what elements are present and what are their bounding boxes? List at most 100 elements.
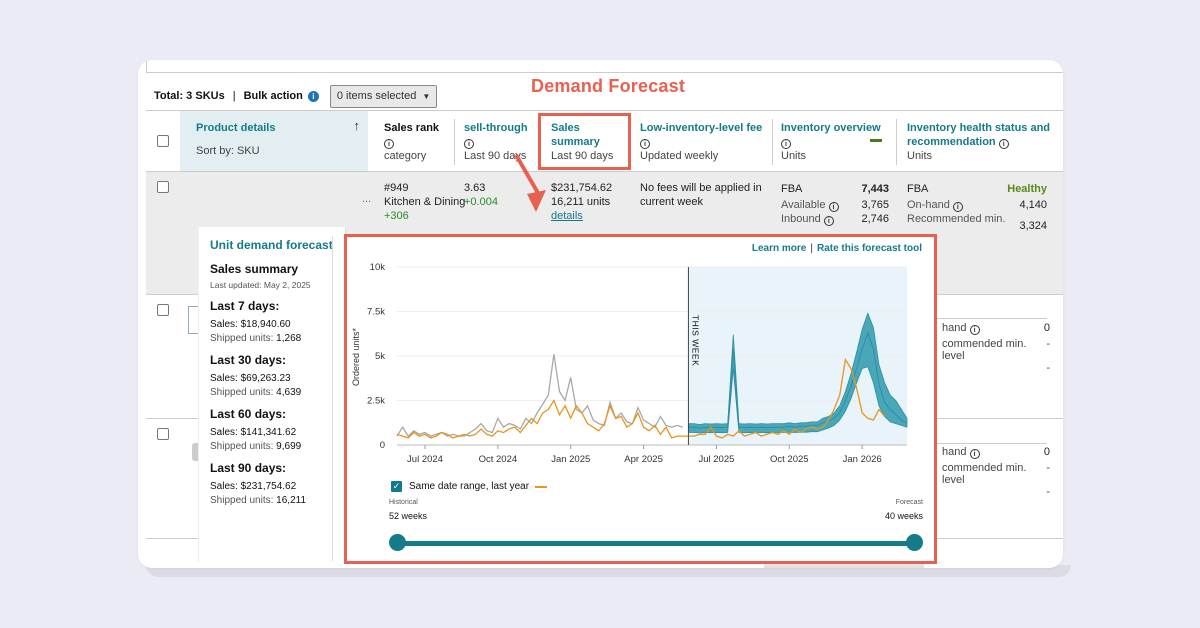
- column-product-details[interactable]: Product details Sort by: SKU ↑: [180, 111, 368, 171]
- column-low-inventory-fee[interactable]: Low-inventory-level fee i Updated weekly: [640, 111, 772, 171]
- column-sales-summary[interactable]: Sales summary Last 90 days: [551, 111, 631, 171]
- range-slider-track[interactable]: [399, 541, 915, 546]
- low-inventory-sub: Updated weekly: [640, 150, 719, 162]
- inventory-health-header-2[interactable]: recommendation: [907, 136, 996, 148]
- info-icon[interactable]: i: [823, 216, 834, 226]
- sales-rank-value: #949: [384, 182, 409, 194]
- recmin-label: commended min. level: [942, 338, 1027, 362]
- period-label: Last 90 days:: [210, 461, 287, 475]
- inventory-overview-sub: Units: [781, 150, 807, 162]
- column-sales-rank[interactable]: Sales rank i category: [384, 111, 454, 171]
- unit-demand-forecast-panel: Unit demand forecast Sales summary Last …: [198, 227, 346, 562]
- inventory-overview-header[interactable]: Inventory overview: [781, 122, 881, 134]
- column-inventory-overview[interactable]: Inventory overview i Units: [781, 111, 893, 171]
- y-tick-label: 7.5k: [367, 307, 385, 318]
- period-units: 1,268: [276, 333, 302, 344]
- row3-health-cell: hand i 0 commended min. level - -: [942, 446, 1050, 498]
- sales-rank-sub: category: [384, 150, 427, 162]
- onhand-value: 0: [1043, 322, 1050, 334]
- low-inventory-cell: No fees will be applied in current week: [640, 181, 762, 209]
- sales-rank-change: +306: [384, 210, 409, 222]
- inventory-health-header-1[interactable]: Inventory health status and: [907, 122, 1051, 134]
- forecast-label: Forecast: [895, 499, 923, 506]
- low-inventory-header[interactable]: Low-inventory-level fee: [640, 122, 763, 134]
- column-divider: [772, 119, 773, 165]
- info-icon[interactable]: i: [640, 139, 650, 149]
- range-slider-handle-start[interactable]: [389, 534, 406, 551]
- forecast-chart: 10k 7.5k 5k 2.5k 0 Ordered units* Jul 2024 Oct …: [351, 262, 908, 465]
- row-ellipsis[interactable]: ...: [362, 193, 372, 205]
- rate-forecast-link[interactable]: Rate this forecast tool: [816, 243, 922, 254]
- row-checkbox[interactable]: [157, 304, 169, 316]
- select-all-checkbox[interactable]: [157, 135, 169, 147]
- forecast-median-line: [688, 331, 908, 429]
- info-icon[interactable]: i: [952, 202, 963, 212]
- product-details-header[interactable]: Product details: [196, 122, 276, 134]
- x-tick-label: Jul 2025: [698, 454, 734, 465]
- info-icon[interactable]: i: [464, 139, 474, 149]
- period-sales: Sales: $231,754.62: [210, 481, 297, 492]
- x-tick-label: Oct 2025: [770, 454, 809, 465]
- row-checkbox[interactable]: [157, 428, 169, 440]
- chart-legend: ✓ Same date range, last year: [391, 481, 548, 492]
- available-label: Available: [781, 199, 826, 211]
- fba-label: FBA: [781, 183, 803, 195]
- period-sales: Sales: $18,940.60: [210, 319, 291, 330]
- sell-through-header[interactable]: sell-through: [464, 122, 528, 134]
- info-icon[interactable]: i: [969, 325, 980, 335]
- table-header-row: Product details Sort by: SKU ↑ Sales ran…: [146, 110, 1063, 172]
- inventory-health-sub: Units: [907, 150, 933, 162]
- link-separator: |: [810, 243, 813, 254]
- sort-arrow-icon[interactable]: ↑: [353, 118, 361, 133]
- annotation-arrow: [514, 153, 546, 212]
- x-tick-label: Jan 2025: [551, 454, 590, 465]
- annotation-title: Demand Forecast: [531, 76, 686, 96]
- sales-rank-header[interactable]: Sales rank: [384, 122, 440, 134]
- forecast-chart-panel: Learn more | Rate this forecast tool 10k 7.…: [344, 234, 937, 564]
- period-units: 4,639: [276, 387, 302, 398]
- column-sell-through[interactable]: sell-through i Last 90 days: [464, 111, 546, 171]
- product-thumbnail[interactable]: [192, 443, 198, 461]
- info-icon[interactable]: i: [828, 202, 839, 212]
- info-icon[interactable]: i: [969, 449, 980, 459]
- row-checkbox[interactable]: [157, 181, 169, 193]
- x-tick-label: Jan 2026: [843, 454, 882, 465]
- sell-through-cell: 3.63 +0.004: [464, 181, 498, 209]
- card-shadow: [146, 565, 1071, 577]
- health-fba-label: FBA: [907, 183, 929, 195]
- sales-summary-header-1[interactable]: Sales: [551, 122, 580, 134]
- range-slider-handle-end[interactable]: [906, 534, 923, 551]
- inventory-health-cell: FBA Healthy On-hand i 4,140 Recommended mi…: [907, 182, 1047, 233]
- period-90-days: Last 90 days: Sales: $231,754.62 Shipped…: [210, 461, 306, 508]
- sales-rank-category: Kitchen & Dining: [384, 196, 466, 208]
- fee-line-1: No fees will be applied in: [640, 182, 762, 194]
- inventory-overview-cell: FBA 7,443 Available i 3,765 Inbound i 2,746: [781, 182, 889, 226]
- inbound-value: 2,746: [861, 213, 889, 225]
- units-value: 16,211 units: [551, 196, 611, 208]
- sales-value: $231,754.62: [551, 182, 613, 194]
- learn-more-link[interactable]: Learn more: [751, 243, 807, 254]
- period-label: Last 7 days:: [210, 299, 280, 313]
- row-divider: [932, 318, 1047, 319]
- this-week-label: THIS WEEK: [690, 315, 700, 366]
- items-selected-dropdown[interactable]: 0 items selected ▼: [329, 84, 438, 108]
- y-tick-label: 0: [380, 440, 385, 451]
- sell-through-value: 3.63: [464, 182, 486, 194]
- total-skus: Total: 3 SKUs: [154, 90, 225, 102]
- available-value: 3,765: [861, 199, 889, 211]
- column-inventory-health[interactable]: Inventory health status and recommendati…: [907, 111, 1063, 171]
- product-thumbnail[interactable]: [188, 306, 198, 334]
- info-icon[interactable]: i: [384, 139, 394, 149]
- period-units-label: Shipped units:: [210, 495, 274, 506]
- info-icon[interactable]: i: [307, 90, 319, 102]
- info-icon[interactable]: i: [998, 139, 1009, 149]
- period-sales: Sales: $141,341.62: [210, 427, 297, 438]
- chart-links: Learn more | Rate this forecast tool: [752, 243, 922, 254]
- same-range-checkbox[interactable]: ✓: [391, 481, 402, 492]
- historical-value: 52 weeks: [389, 511, 428, 521]
- sales-summary-header-2[interactable]: summary: [551, 136, 600, 148]
- collapse-icon[interactable]: [870, 139, 883, 142]
- bulk-action-label: Bulk action: [243, 90, 303, 102]
- info-icon[interactable]: i: [781, 139, 791, 149]
- details-link[interactable]: details: [551, 210, 583, 222]
